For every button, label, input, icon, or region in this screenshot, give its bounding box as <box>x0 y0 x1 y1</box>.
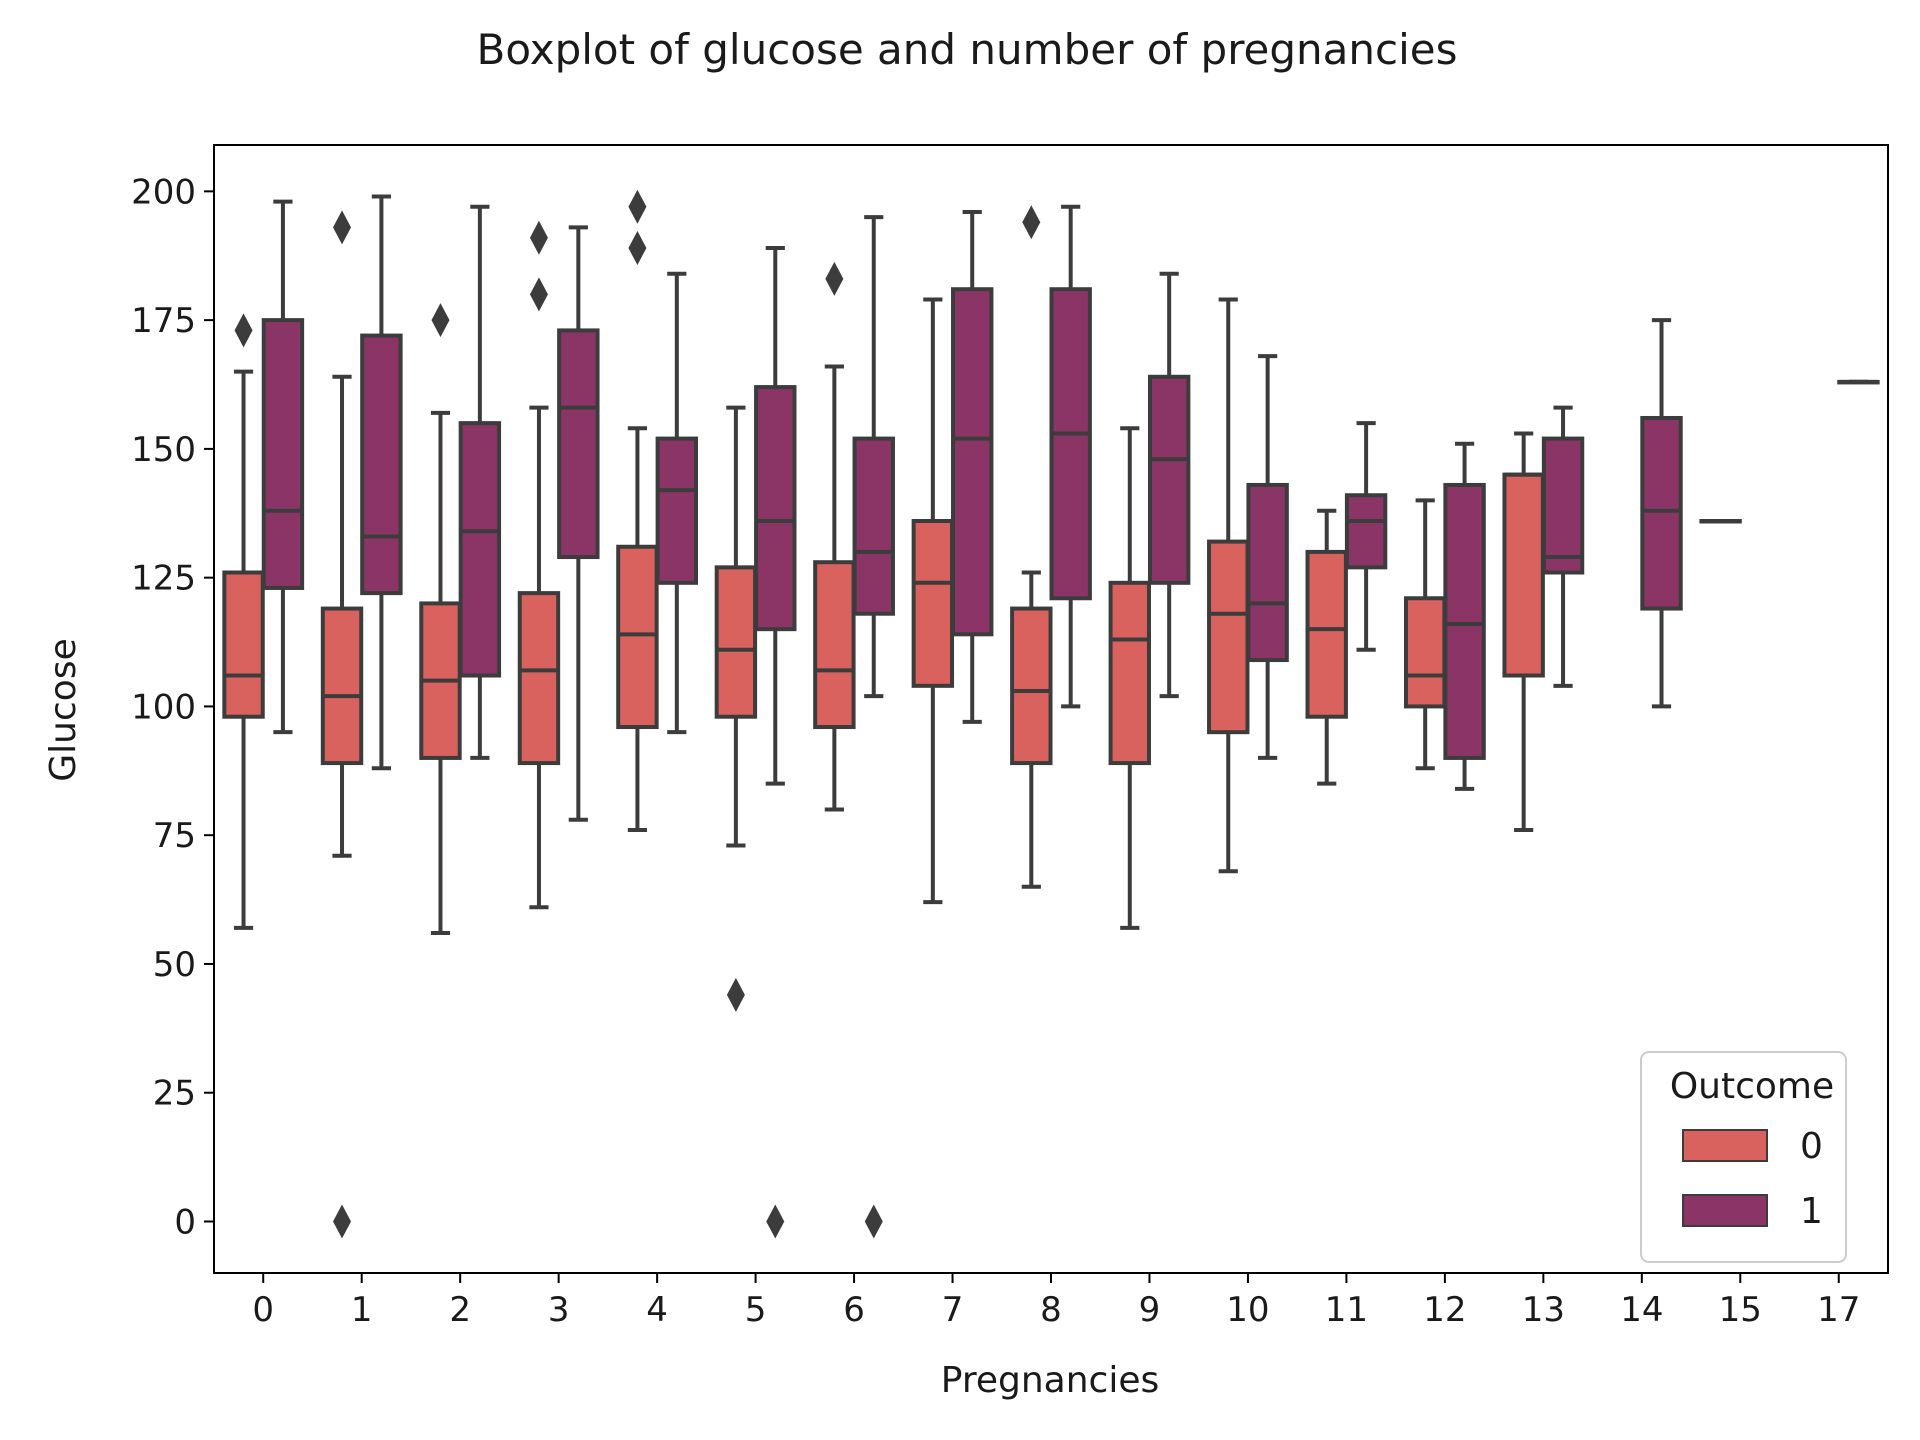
box-outcome-1-preg-11 <box>1344 493 1388 570</box>
x-tick-label: 15 <box>1719 1290 1762 1330</box>
flier-outcome-0-preg-5 <box>726 977 745 1012</box>
box-outcome-1-preg-4 <box>655 436 699 585</box>
box-outcome-1-preg-5 <box>754 385 797 632</box>
x-tick-label: 17 <box>1817 1290 1860 1330</box>
y-tick-label: 75 <box>153 816 196 856</box>
flier-outcome-0-preg-8 <box>1022 205 1041 240</box>
box-outcome-1-preg-9 <box>1147 374 1191 585</box>
legend-label-outcome-0: 0 <box>1800 1126 1823 1167</box>
box-outcome-0-preg-1 <box>320 606 364 766</box>
box-outcome-0-preg-8 <box>1010 606 1053 766</box>
box-outcome-0-preg-0 <box>222 570 265 719</box>
x-tick-label: 6 <box>843 1290 865 1330</box>
y-axis-title: Glucose <box>43 638 84 781</box>
x-tick-label: 12 <box>1423 1290 1466 1330</box>
box-outcome-0-preg-4 <box>616 544 659 730</box>
flier-outcome-1-preg-6 <box>864 1204 883 1239</box>
x-axis-title: Pregnancies <box>941 1360 1159 1401</box>
flier-outcome-0-preg-0 <box>234 313 253 348</box>
flier-outcome-0-preg-1 <box>333 210 352 245</box>
flier-outcome-0-preg-6 <box>825 261 844 296</box>
x-tick-label: 13 <box>1522 1290 1565 1330</box>
box-outcome-1-preg-7 <box>951 287 994 637</box>
flier-outcome-1-preg-5 <box>766 1204 785 1239</box>
box-outcome-0-preg-10 <box>1207 539 1250 735</box>
box-outcome-1-preg-8 <box>1049 287 1092 601</box>
y-tick-label: 100 <box>131 687 196 727</box>
x-tick-label: 5 <box>745 1290 767 1330</box>
x-tick-label: 10 <box>1226 1290 1269 1330</box>
legend: Outcome 0 1 <box>1640 1051 1847 1263</box>
x-tick-label: 0 <box>252 1290 274 1330</box>
box-outcome-0-preg-7 <box>911 519 955 688</box>
box-outcome-1-preg-12 <box>1443 482 1486 760</box>
legend-label-outcome-1: 1 <box>1800 1191 1823 1232</box>
y-tick-label: 50 <box>153 945 196 985</box>
x-tick-label: 3 <box>548 1290 570 1330</box>
y-tick-label: 0 <box>174 1202 196 1242</box>
plot-frame <box>213 144 1889 1274</box>
x-tick-label: 2 <box>449 1290 471 1330</box>
y-tick-label: 150 <box>131 430 196 470</box>
box-outcome-1-preg-0 <box>261 318 305 590</box>
box-outcome-1-preg-10 <box>1246 482 1289 663</box>
box-outcome-0-preg-3 <box>517 591 561 766</box>
box-outcome-0-preg-13 <box>1502 472 1545 678</box>
chart-title: Boxplot of glucose and number of pregnan… <box>477 25 1458 74</box>
box-outcome-1-preg-6 <box>852 436 895 616</box>
box-outcome-1-preg-3 <box>557 328 600 560</box>
legend-swatch-outcome-1 <box>1682 1194 1768 1227</box>
box-outcome-0-preg-11 <box>1305 549 1348 719</box>
x-tick-label: 8 <box>1040 1290 1062 1330</box>
y-tick-label: 125 <box>131 559 196 599</box>
box-outcome-0-preg-9 <box>1108 580 1151 766</box>
x-tick-label: 9 <box>1139 1290 1161 1330</box>
flier-outcome-0-preg-3 <box>529 277 548 312</box>
y-tick-label: 200 <box>131 172 196 212</box>
y-tick-label: 25 <box>153 1074 196 1114</box>
flier-outcome-0-preg-1 <box>333 1204 352 1239</box>
x-tick-label: 1 <box>351 1290 373 1330</box>
box-outcome-1-preg-1 <box>360 333 403 596</box>
x-tick-label: 7 <box>942 1290 964 1330</box>
box-outcome-1-preg-14 <box>1640 415 1683 611</box>
y-tick-label: 175 <box>131 301 196 341</box>
box-outcome-0-preg-12 <box>1403 596 1447 709</box>
legend-swatch-outcome-0 <box>1682 1129 1768 1162</box>
legend-title: Outcome <box>1670 1066 1834 1107</box>
box-outcome-0-preg-5 <box>714 565 758 719</box>
flier-outcome-0-preg-4 <box>628 231 647 266</box>
flier-outcome-0-preg-3 <box>529 220 548 255</box>
flier-outcome-0-preg-2 <box>431 303 450 338</box>
x-tick-label: 4 <box>646 1290 668 1330</box>
x-tick-label: 11 <box>1325 1290 1368 1330</box>
box-outcome-0-preg-6 <box>813 560 856 730</box>
box-outcome-1-preg-2 <box>458 421 502 678</box>
flier-outcome-0-preg-4 <box>628 189 647 224</box>
x-tick-label: 14 <box>1620 1290 1663 1330</box>
box-outcome-1-preg-13 <box>1541 436 1585 575</box>
